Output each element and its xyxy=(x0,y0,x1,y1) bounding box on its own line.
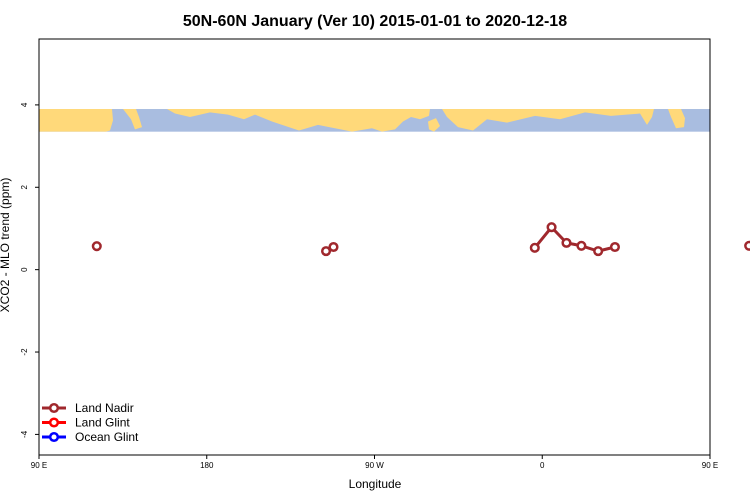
data-point xyxy=(576,240,587,251)
data-point xyxy=(744,240,750,251)
y-tick-label: -4 xyxy=(20,430,29,438)
x-tick-label: 90 E xyxy=(702,461,718,470)
y-tick-label: 0 xyxy=(20,267,29,272)
legend-swatch-marker xyxy=(48,431,60,443)
y-axis: -4 -2 0 2 4 xyxy=(20,102,39,438)
chart-title: 50N-60N January (Ver 10) 2015-01-01 to 2… xyxy=(183,13,567,30)
legend-entry-label: Land Nadir xyxy=(75,401,134,415)
map-land-5 xyxy=(668,109,685,129)
y-tick-label: 2 xyxy=(20,185,29,190)
x-tick-label: 90 W xyxy=(365,461,384,470)
data-point xyxy=(593,246,604,257)
y-tick-label: 4 xyxy=(20,102,29,107)
data-point xyxy=(609,241,620,253)
map-land-0 xyxy=(39,109,113,132)
y-axis-label: XCO2 - MLO trend (ppm) xyxy=(0,178,12,313)
data-point xyxy=(546,222,557,233)
map-land-3 xyxy=(442,109,654,131)
data-point xyxy=(328,241,339,253)
map-land-2 xyxy=(167,109,430,132)
data-point xyxy=(529,242,540,253)
legend-swatch-marker xyxy=(48,402,60,414)
data-point xyxy=(561,237,572,248)
plot-frame xyxy=(38,38,711,456)
x-axis: 90 E 180 90 W 0 90 E xyxy=(31,455,718,470)
x-axis-label: Longitude xyxy=(349,477,402,491)
legend-swatch-marker xyxy=(48,417,60,428)
legend-entry-label: Ocean Glint xyxy=(75,430,139,444)
y-tick-label: -2 xyxy=(20,348,29,356)
map-land-1 xyxy=(123,109,142,130)
data-point xyxy=(320,246,332,257)
x-tick-label: 0 xyxy=(540,461,545,470)
x-tick-label: 90 E xyxy=(31,461,47,470)
data-point xyxy=(91,241,102,252)
world-map-strip xyxy=(39,109,710,132)
plot-series xyxy=(91,222,750,257)
map-land-4 xyxy=(428,118,440,132)
x-tick-label: 180 xyxy=(200,461,214,470)
legend-entry-label: Land Glint xyxy=(75,416,130,430)
